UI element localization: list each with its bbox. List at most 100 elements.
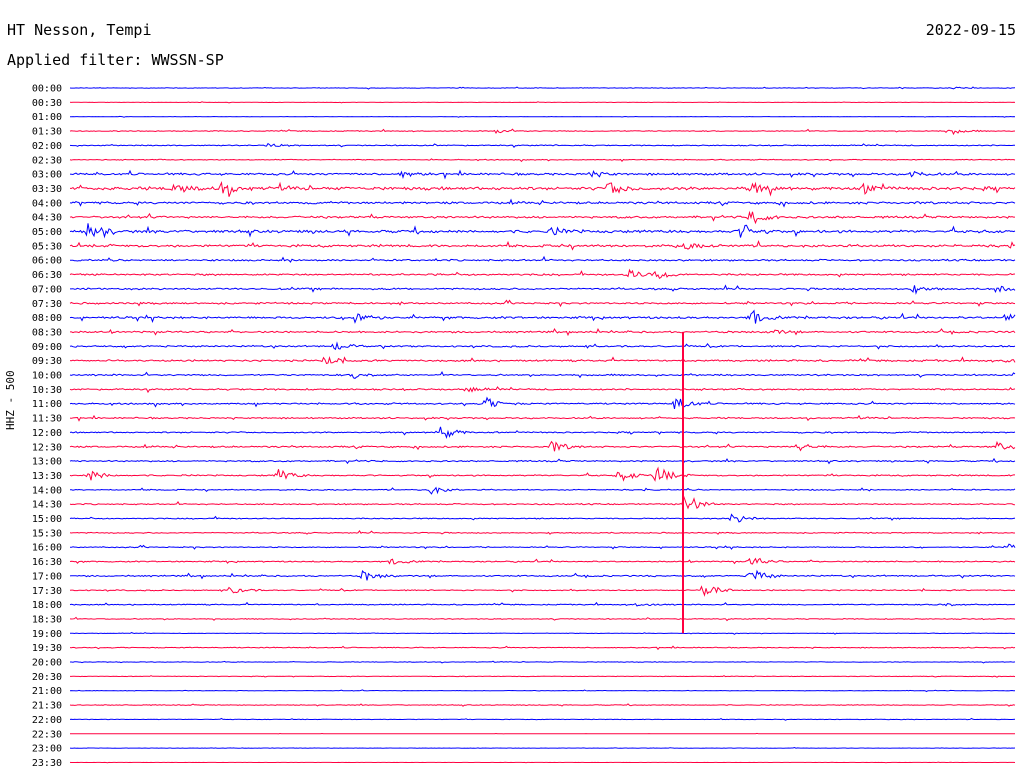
trace-line [69,356,1016,365]
row-time-label: 17:30 [32,586,62,597]
row-time-label: 22:00 [32,715,62,726]
row-time-label: 23:30 [32,758,62,769]
trace-line [69,746,1016,749]
row-time-label: 17:00 [32,571,62,582]
row-time-label: 01:00 [32,112,62,123]
row-time-label: 19:30 [32,643,62,654]
row-time-label: 00:00 [32,84,62,95]
row-time-label: 09:00 [32,342,62,353]
trace-line [69,513,1016,523]
trace-line [69,466,1015,482]
trace-line [70,632,1016,635]
trace-line [69,268,1016,280]
trace-line [70,486,1016,495]
row-time-label: 03:00 [32,170,62,181]
trace-line [69,341,1016,351]
trace-line [69,309,1016,324]
trace-line [69,585,1016,597]
trace-line [69,557,1016,565]
row-time-label: 09:30 [32,356,62,367]
row-time-label: 15:00 [32,514,62,525]
trace-line [69,158,1016,163]
row-time-label: 07:00 [32,284,62,295]
row-time-label: 01:30 [32,127,62,138]
trace-line [69,414,1016,422]
row-time-label: 04:30 [32,213,62,224]
row-time-label: 05:00 [32,227,62,238]
row-time-label: 08:30 [32,327,62,338]
trace-line [70,180,1016,197]
row-time-label: 22:30 [32,729,62,740]
trace-line [69,543,1016,550]
trace-line [70,732,1016,735]
trace-line [70,284,1016,295]
trace-line [70,660,1016,664]
row-time-label: 18:30 [32,614,62,625]
trace-line [69,761,1016,764]
trace-line [69,371,1016,379]
row-time-label: 20:00 [32,658,62,669]
trace-line [69,717,1016,721]
row-time-label: 12:00 [32,428,62,439]
trace-line [70,255,1016,263]
row-time-label: 02:00 [32,141,62,152]
row-time-label: 13:00 [32,457,62,468]
row-time-label: 05:30 [32,241,62,252]
row-time-label: 11:00 [32,399,62,410]
trace-line [69,494,1016,510]
trace-line [69,142,1016,148]
trace-line [69,601,1016,607]
trace-line [69,569,1016,581]
trace-line [69,299,1016,308]
row-time-label: 14:00 [32,485,62,496]
row-time-label: 16:30 [32,557,62,568]
row-time-label: 06:30 [32,270,62,281]
trace-line [69,689,1015,693]
row-time-label: 23:00 [32,744,62,755]
row-time-label: 21:30 [32,701,62,712]
row-time-label: 15:30 [32,528,62,539]
row-time-label: 04:00 [32,198,62,209]
row-time-label: 02:30 [32,155,62,166]
trace-line [69,396,1016,410]
trace-line [69,210,1015,225]
row-time-label: 13:30 [32,471,62,482]
trace-line [69,86,1016,90]
trace-line [69,703,1016,707]
row-time-label: 06:00 [32,256,62,267]
row-time-label: 08:00 [32,313,62,324]
trace-line [69,169,1016,180]
trace-line [69,101,1016,104]
trace-line [69,128,1016,136]
row-time-label: 11:30 [32,414,62,425]
trace-line [69,240,1016,251]
row-time-label: 19:00 [32,629,62,640]
row-time-label: 18:00 [32,600,62,611]
filter-label: Applied filter: WWSSN-SP [7,51,224,69]
row-time-label: 03:30 [32,184,62,195]
trace-line [69,530,1015,535]
trace-line [70,327,1016,337]
station-title: HT Nesson, Tempi [7,21,152,39]
trace-line [70,115,1016,118]
row-time-label: 10:30 [32,385,62,396]
row-time-label: 21:00 [32,686,62,697]
trace-line [69,198,1016,208]
row-time-label: 12:30 [32,442,62,453]
trace-line [69,457,1016,465]
trace-line [69,426,1016,440]
trace-line [69,386,1016,394]
row-time-label: 10:00 [32,371,62,382]
trace-line [69,645,1016,651]
row-time-label: 07:30 [32,299,62,310]
trace-line [69,223,1016,239]
row-time-label: 16:00 [32,543,62,554]
trace-line [69,440,1016,452]
row-time-label: 14:30 [32,500,62,511]
trace-line [69,616,1016,622]
date-label: 2022-09-15 [925,21,1016,39]
row-time-label: 20:30 [32,672,62,683]
row-time-label: 00:30 [32,98,62,109]
trace-line [70,675,1016,678]
